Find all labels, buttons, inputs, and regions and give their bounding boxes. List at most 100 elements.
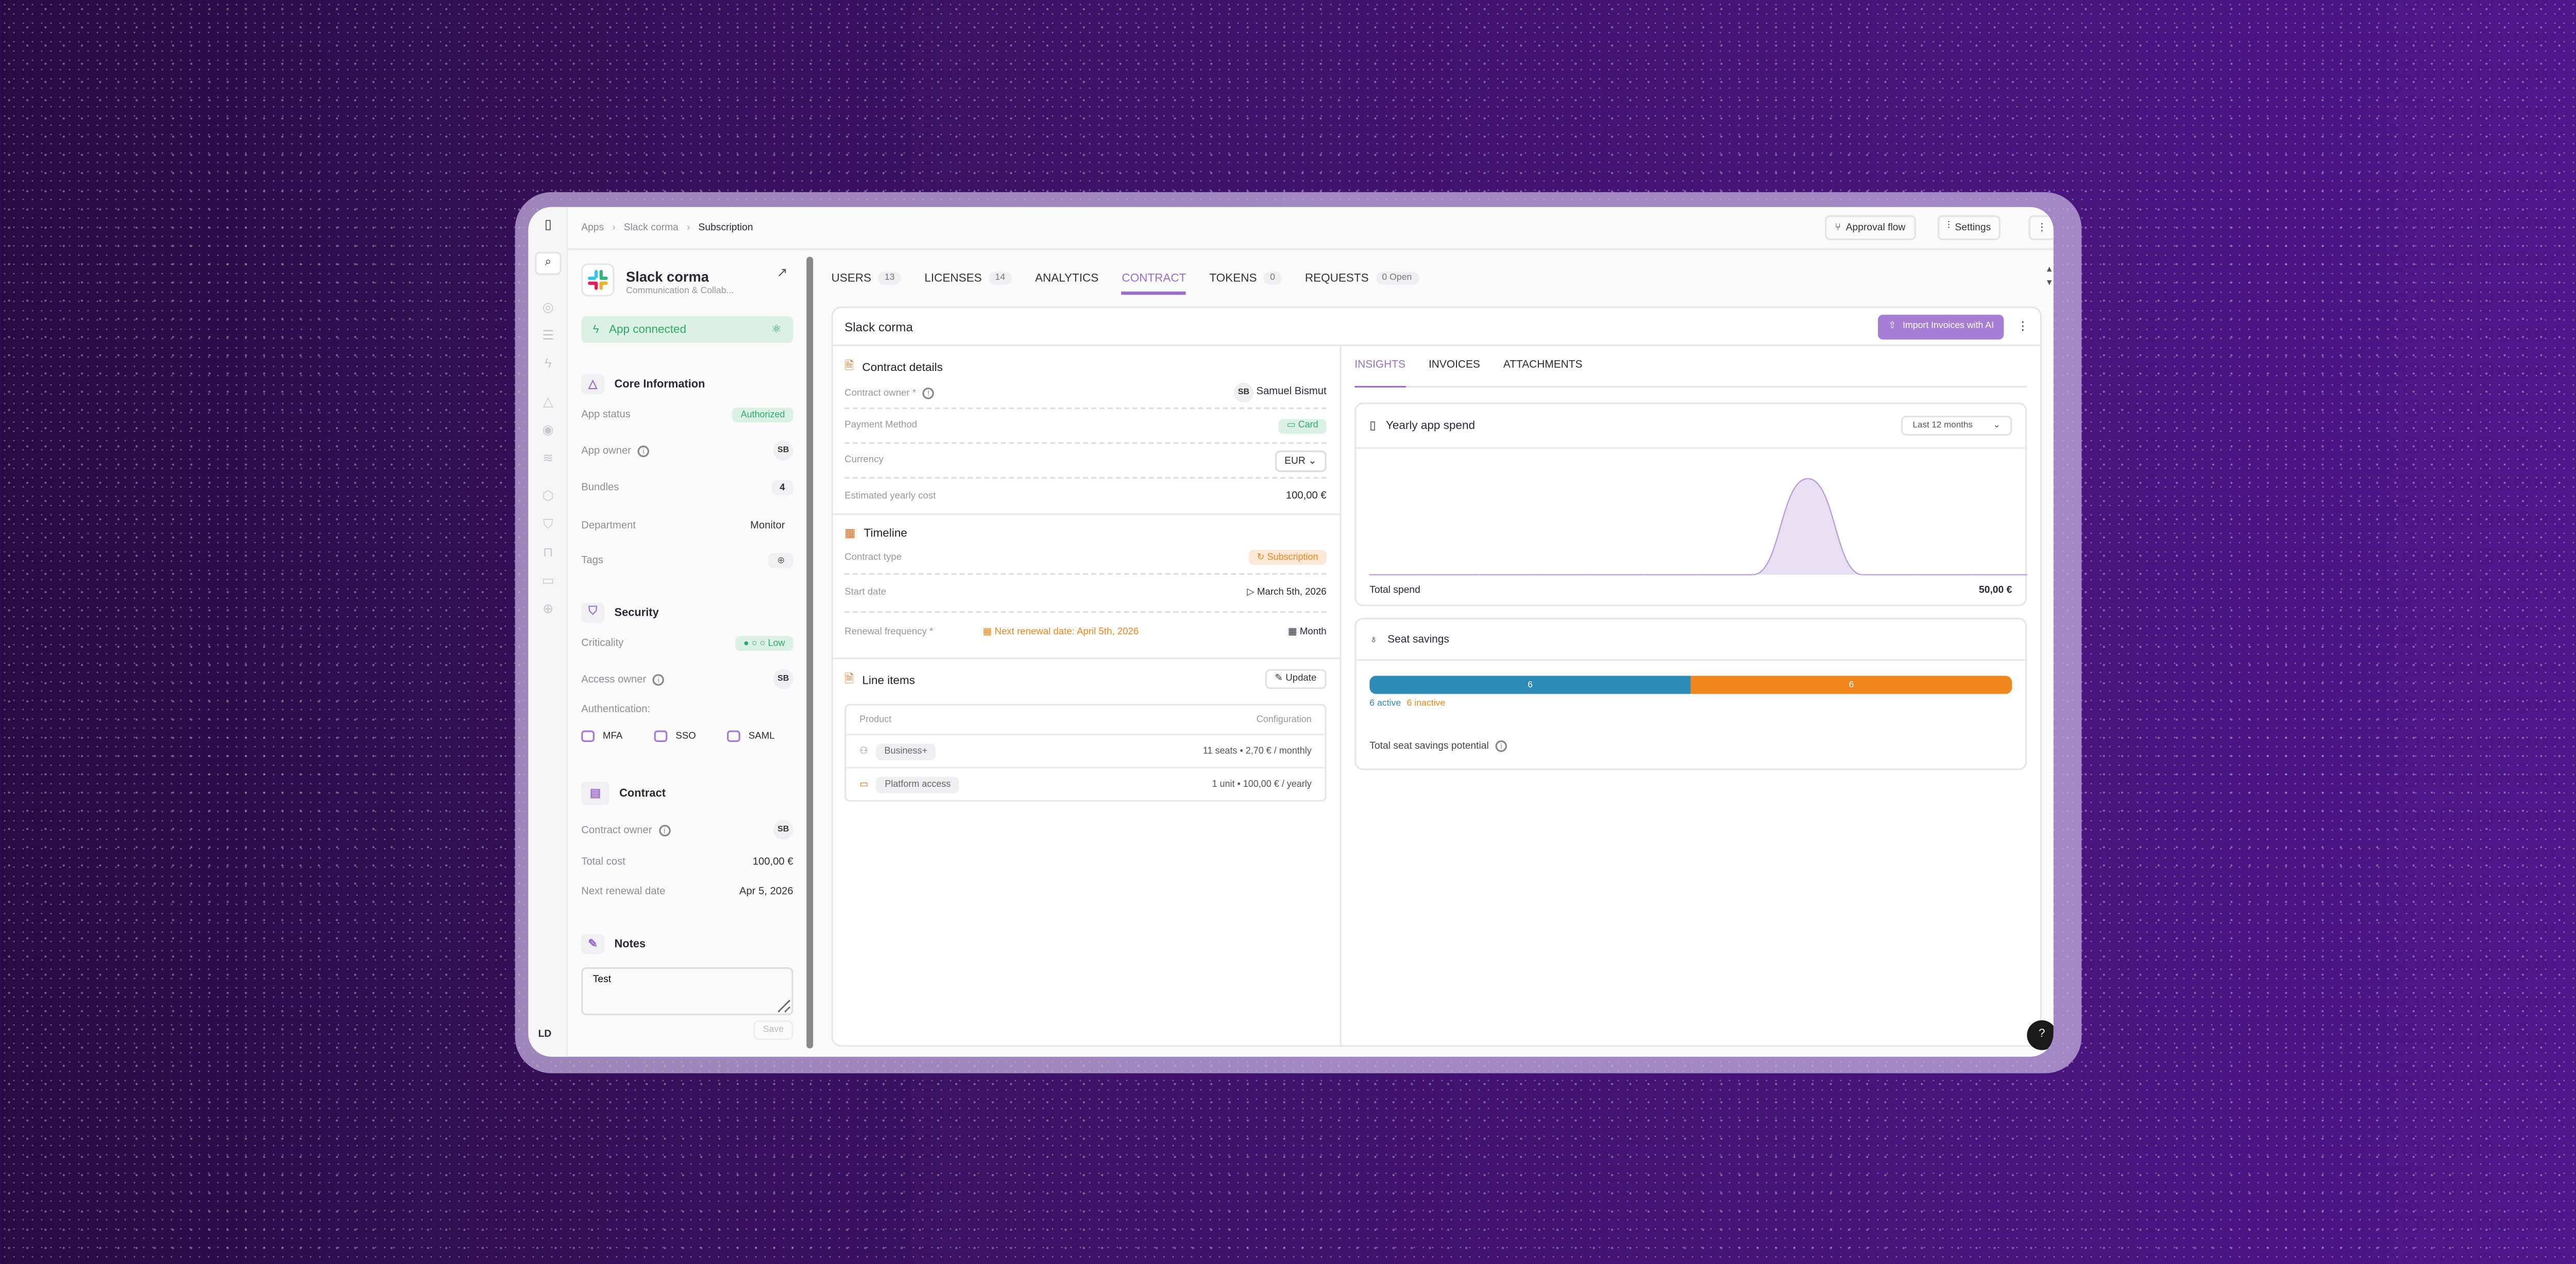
inactive-seats-segment: 6 (1690, 676, 2012, 694)
spend-area (1369, 478, 2027, 575)
start-date-value[interactable]: ▷ March 5th, 2026 (1247, 588, 1326, 598)
app-status-badge[interactable]: Authorized (732, 407, 793, 423)
tab-requests[interactable]: REQUESTS 0 Open (1305, 267, 1419, 290)
tab-users[interactable]: USERS 13 (832, 267, 902, 290)
spend-point[interactable] (1478, 574, 1480, 576)
info-icon[interactable]: i (658, 824, 670, 836)
sso-checkbox[interactable]: SSO (654, 730, 727, 743)
spend-point[interactable] (1697, 574, 1699, 576)
globe-icon[interactable]: ⊕ (769, 553, 793, 568)
info-icon[interactable]: i (653, 673, 665, 685)
bundles-count[interactable]: 4 (771, 480, 793, 496)
spend-point[interactable] (2026, 574, 2028, 576)
table-row[interactable]: ⚇ Business+ 11 seats • 2,70 € / monthly (846, 735, 1325, 769)
spend-point[interactable] (1861, 574, 1863, 576)
spend-point[interactable] (1807, 478, 1809, 480)
tab-label: USERS (831, 272, 872, 284)
currency-select[interactable]: EUR ⌄ (1274, 449, 1327, 471)
contract-type-value: Subscription (1267, 552, 1318, 563)
tab-contract[interactable]: CONTRACT (1122, 267, 1186, 294)
spend-point[interactable] (1917, 574, 1918, 576)
contract-owner-label: Contract owner * (844, 388, 917, 399)
contract-card: Slack corma ⇧ Import Invoices with AI ⋮ 🗎… (831, 306, 2042, 1047)
tab-invoices[interactable]: INVOICES (1428, 359, 1480, 372)
table-row[interactable]: ▭ Platform access 1 unit • 100,00 € / year… (846, 768, 1325, 801)
import-invoices-button[interactable]: ⇧ Import Invoices with AI (1878, 314, 2004, 339)
info-icon[interactable]: i (637, 445, 650, 457)
external-link-icon[interactable]: ↗ (776, 265, 788, 280)
spend-point[interactable] (1533, 574, 1535, 576)
tab-label: ANALYTICS (1035, 272, 1099, 284)
branch-icon: ⑂ (1835, 223, 1841, 233)
save-notes-button[interactable]: Save (753, 1020, 793, 1040)
shield-icon: ⛉ (581, 603, 605, 623)
spend-point[interactable] (1752, 574, 1754, 576)
criticality-badge[interactable]: ● ○ ○ Low (735, 636, 793, 651)
contract-type-badge[interactable]: ↻ Subscription (1248, 550, 1327, 565)
user-circle-icon[interactable]: ◉ (542, 422, 554, 437)
wallet-icon: ▯ (1369, 420, 1376, 432)
product-chip: Business+ (876, 743, 936, 760)
settings-button[interactable]: ⫶ Settings (1937, 215, 2001, 241)
info-icon[interactable]: ! (922, 386, 935, 399)
contract-owner-label: Contract owner (581, 824, 652, 836)
tab-tokens[interactable]: TOKENS 0 (1209, 267, 1282, 290)
credit-card-icon[interactable]: ▭ (541, 573, 555, 588)
layers-icon[interactable]: ≋ (543, 450, 554, 466)
spend-point[interactable] (1423, 574, 1425, 576)
seat-savings-card: ♁ Seat savings 6 6 6 active 6 inactive To… (1354, 617, 2027, 770)
card-more-icon[interactable]: ⋮ (2017, 321, 2029, 333)
search-icon[interactable]: ⌕ (535, 251, 562, 275)
bolt-icon: ϟ (592, 324, 599, 335)
approval-flow-button[interactable]: ⑂ Approval flow (1825, 215, 1916, 241)
spend-point[interactable] (1368, 574, 1370, 576)
help-button[interactable]: ? (2027, 1020, 2054, 1050)
app-owner-avatar[interactable]: SB (773, 441, 793, 461)
target-icon[interactable]: ⊕ (543, 601, 554, 616)
renewal-date-value: Apr 5, 2026 (739, 886, 793, 898)
contract-left-column: 🗎 Contract details Contract owner *! SB Sa… (833, 346, 1342, 1046)
spend-point[interactable] (1971, 574, 1973, 576)
sidebar-toggle-icon[interactable]: ▯ (544, 217, 552, 232)
product-config: 11 seats • 2,70 € / monthly (1202, 746, 1312, 756)
start-date-text: March 5th, 2026 (1257, 588, 1327, 598)
tab-analytics[interactable]: ANALYTICS (1035, 267, 1098, 289)
department-value[interactable]: Monitor (750, 520, 785, 532)
spend-point[interactable] (1588, 574, 1589, 576)
more-menu-button[interactable]: ⋮ (2028, 215, 2054, 241)
sidebar-scrollbar[interactable] (806, 257, 814, 1049)
contract-owner-avatar[interactable]: SB (773, 820, 793, 840)
contract-owner-value[interactable]: SB Samuel Bismut (1233, 382, 1327, 403)
tab-attachments[interactable]: ATTACHMENTS (1503, 359, 1583, 372)
tabs-scroll-arrows[interactable]: ▲ ▼ (2045, 265, 2054, 289)
shapes-icon[interactable]: △ (543, 394, 553, 409)
saml-checkbox[interactable]: SAML (727, 730, 775, 743)
checklist-icon[interactable]: ☰ (542, 328, 554, 343)
shield-check-icon[interactable]: ⛉ (543, 516, 553, 532)
tab-insights[interactable]: INSIGHTS (1354, 360, 1405, 388)
app-connected-banner[interactable]: ϟ App connected ⚛ (581, 316, 793, 343)
update-line-items-button[interactable]: ✎ Update (1265, 669, 1327, 689)
access-owner-avatar[interactable]: SB (773, 669, 793, 689)
compass-icon[interactable]: ◎ (542, 299, 554, 315)
spend-point[interactable] (1642, 574, 1645, 576)
currency-value: EUR (1284, 456, 1306, 466)
user-avatar[interactable]: LD (538, 1030, 552, 1040)
piggy-bank-icon: ♁ (1369, 633, 1378, 645)
bolt-icon[interactable]: ϟ (545, 356, 552, 372)
breadcrumb-app[interactable]: Slack corma (623, 223, 679, 233)
criticality-label: Criticality (581, 637, 624, 650)
tab-licenses[interactable]: LICENSES 14 (924, 267, 1012, 290)
info-icon[interactable]: i (1495, 740, 1507, 752)
play-icon: ▷ (1247, 588, 1257, 598)
inbox-icon[interactable]: ⊓ (543, 545, 553, 560)
box-plus-icon[interactable]: ⬡ (542, 488, 554, 504)
breadcrumb-apps[interactable]: Apps (581, 223, 604, 233)
insights-tabs: INSIGHTS INVOICES ATTACHMENTS (1354, 360, 2027, 388)
payment-method-badge[interactable]: ▭ Card (1278, 418, 1327, 433)
notes-textarea[interactable]: Test (581, 967, 793, 1016)
range-select[interactable]: Last 12 months ⌄ (1901, 415, 2012, 436)
renewal-frequency-value[interactable]: ▦ Month (1288, 628, 1327, 637)
next-renewal-text: Next renewal date: April 5th, 2026 (994, 628, 1139, 638)
mfa-checkbox[interactable]: MFA (581, 730, 654, 743)
